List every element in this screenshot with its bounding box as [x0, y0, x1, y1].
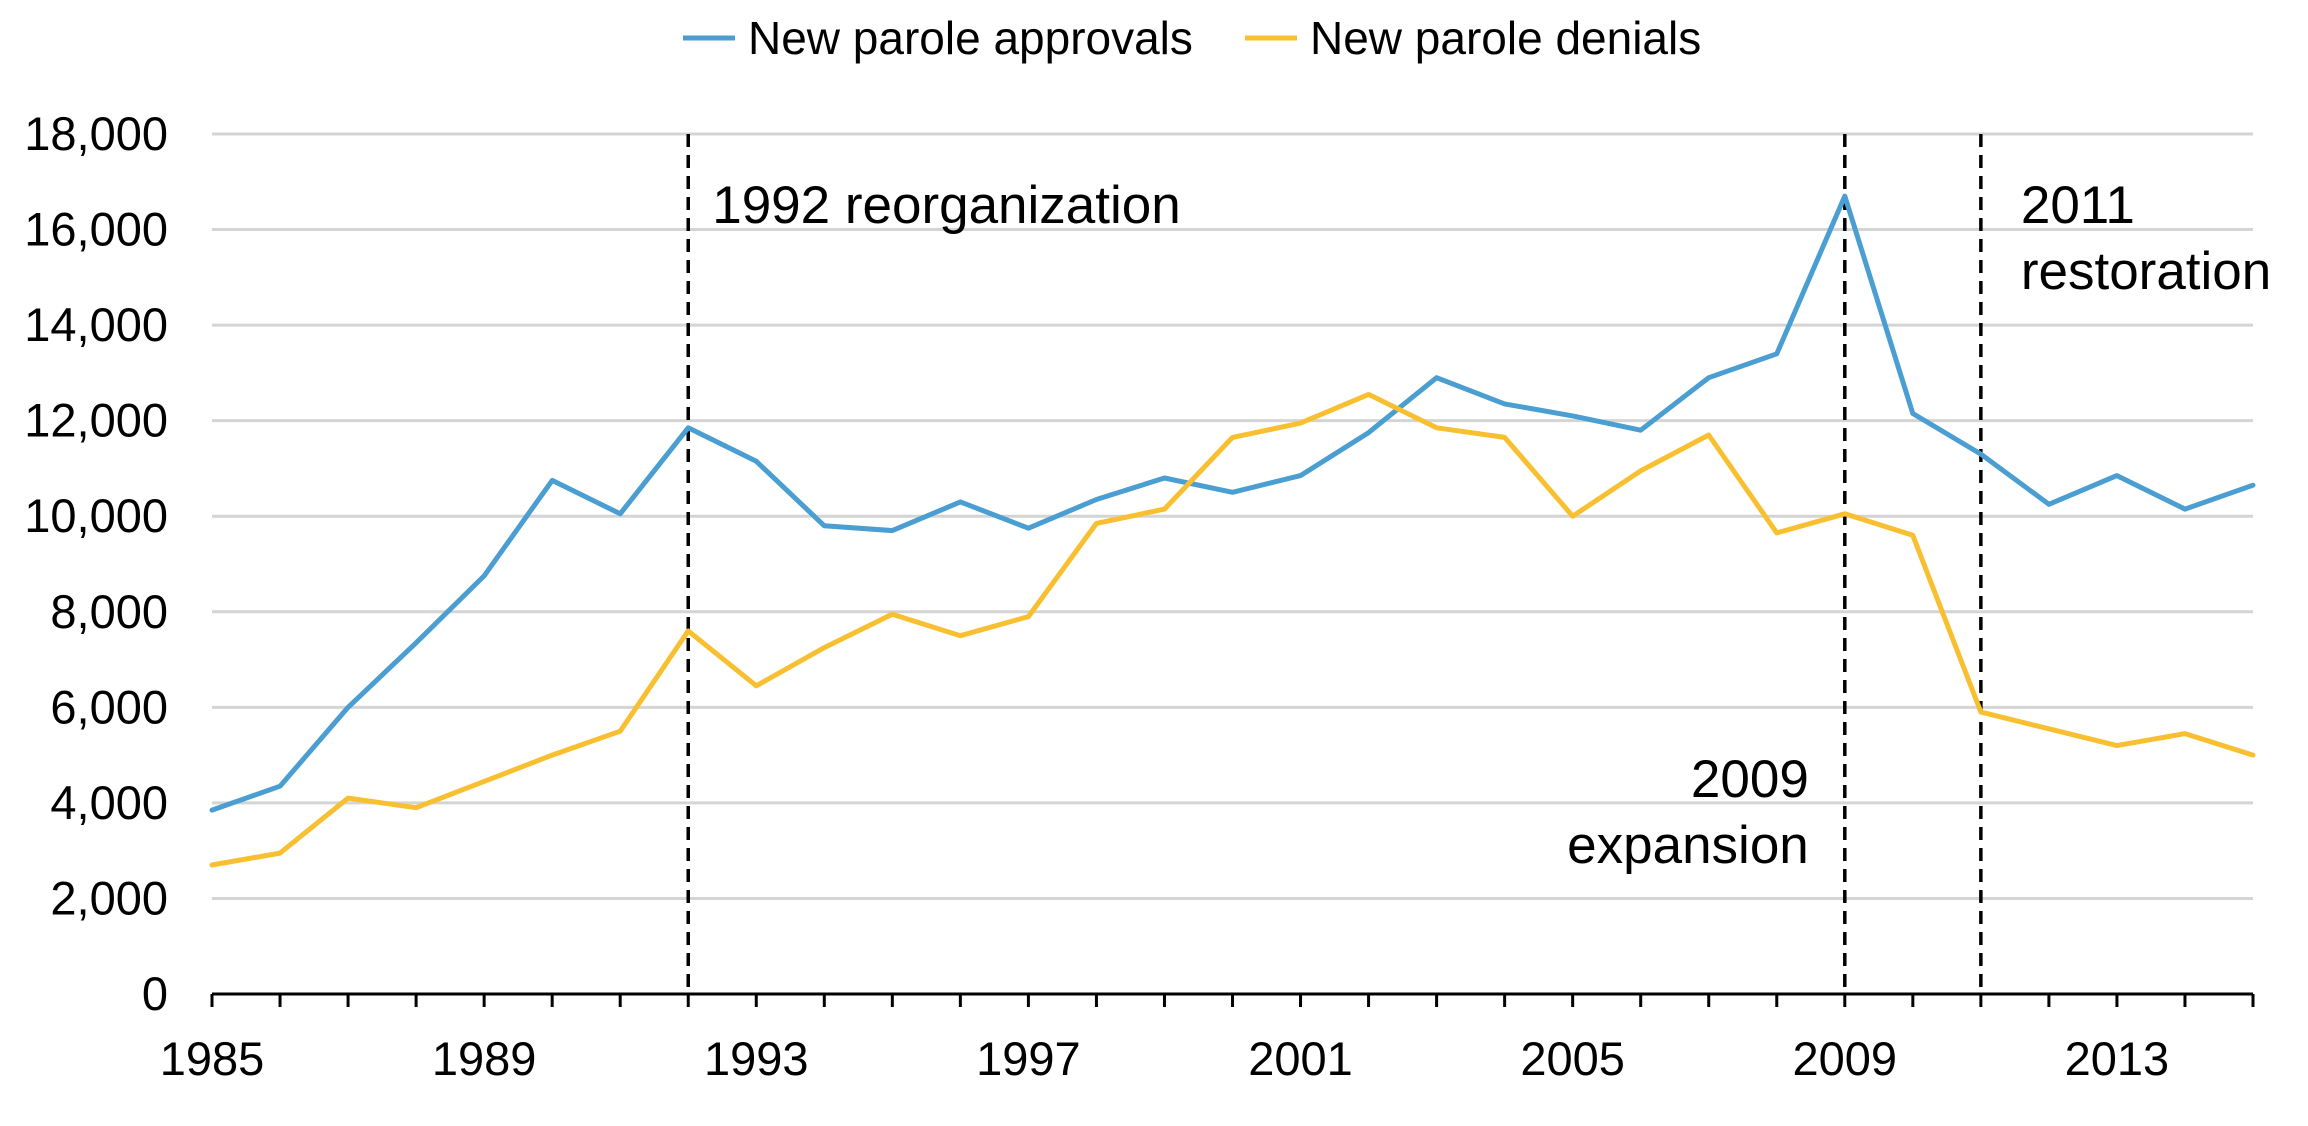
gridlines — [212, 132, 2253, 900]
y-tick-label: 8,000 — [50, 585, 168, 638]
y-tick-label: 0 — [142, 967, 168, 1020]
x-axis-tick-labels: 1985 1989 1993 1997 2001 2005 2009 2013 — [160, 1032, 2169, 1085]
annotation-2009: expansion — [1567, 816, 1809, 875]
x-tick-label: 1997 — [976, 1032, 1081, 1085]
x-tick-label: 2001 — [1248, 1032, 1353, 1085]
y-tick-label: 4,000 — [50, 776, 168, 829]
new-parole-denials-line — [209, 391, 2256, 868]
y-tick-label: 12,000 — [24, 394, 168, 447]
annotation-1992: 1992 reorganization — [712, 176, 1181, 235]
y-tick-label: 6,000 — [50, 680, 168, 733]
legend-label: New parole denials — [1310, 12, 1701, 64]
legend-label: New parole approvals — [748, 12, 1193, 64]
legend: New parole approvals New parole denials — [683, 12, 1701, 64]
x-tick-label: 2009 — [1793, 1032, 1898, 1085]
x-tick-label: 1985 — [160, 1032, 265, 1085]
y-axis-tick-labels: 0 2,000 4,000 6,000 8,000 10,000 12,000 14,000 1… — [24, 107, 168, 1020]
x-axis — [210, 992, 2255, 1007]
x-tick-label: 1993 — [704, 1032, 809, 1085]
x-tick-label: 2013 — [2065, 1032, 2170, 1085]
y-tick-label: 18,000 — [24, 107, 168, 160]
y-tick-label: 2,000 — [50, 871, 168, 924]
annotation-2011: 2011 — [2021, 176, 2135, 235]
x-tick-label: 1989 — [432, 1032, 537, 1085]
series-lines — [209, 193, 2256, 868]
event-lines — [686, 134, 1983, 994]
annotation-2009: 2009 — [1691, 750, 1809, 809]
x-tick-label: 2005 — [1520, 1032, 1625, 1085]
y-tick-label: 16,000 — [24, 203, 168, 256]
y-tick-label: 10,000 — [24, 489, 168, 542]
annotation-2011: restoration — [2021, 242, 2271, 301]
new-parole-approvals-line — [209, 193, 2256, 813]
y-tick-label: 14,000 — [24, 298, 168, 351]
event-annotations: 1992 reorganization 2009 expansion 2011 rest… — [712, 176, 2271, 875]
